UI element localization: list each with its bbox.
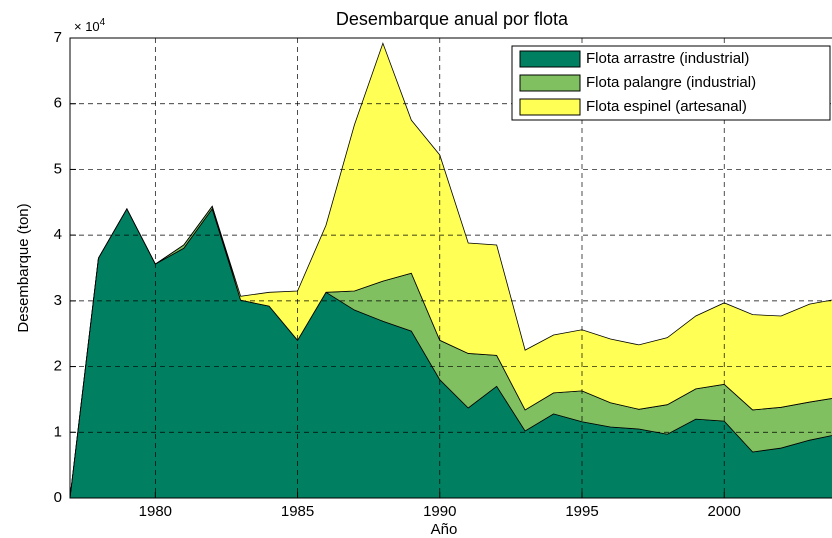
x-tick-label: 1985 bbox=[281, 503, 314, 520]
x-axis-label: Año bbox=[431, 521, 458, 538]
legend-swatch bbox=[519, 98, 581, 116]
x-tick-label: 2000 bbox=[708, 503, 741, 520]
y-tick-label: 0 bbox=[54, 489, 62, 506]
legend-label: Flota espinel (artesanal) bbox=[586, 98, 747, 115]
chart-title: Desembarque anual por flota bbox=[336, 9, 569, 29]
y-tick-label: 3 bbox=[54, 292, 62, 309]
y-multiplier-exp: 4 bbox=[100, 17, 106, 28]
area bbox=[69, 42, 832, 499]
y-tick-label: 6 bbox=[54, 95, 62, 112]
y-tick-label: 1 bbox=[54, 423, 62, 440]
axes: 0 1 2 3 4 5 6 7 1980 1985 1990 1995 2000 Flota arrast… bbox=[54, 29, 832, 520]
x-tick-label: 1980 bbox=[139, 503, 172, 520]
y-tick-label: 7 bbox=[54, 29, 62, 46]
y-axis-label: Desembarque (ton) bbox=[15, 203, 32, 332]
legend-swatch bbox=[519, 74, 581, 92]
legend-label: Flota arrastre (industrial) bbox=[586, 50, 749, 67]
y-tick-label: 4 bbox=[54, 226, 62, 243]
y-tick-label: 5 bbox=[54, 160, 62, 177]
y-multiplier: × 104 bbox=[74, 17, 106, 35]
legend-label: Flota palangre (industrial) bbox=[586, 74, 756, 91]
legend-swatch bbox=[519, 50, 581, 68]
legend: Flota arrastre (industrial) Flota palangr… bbox=[511, 45, 831, 121]
y-tick-label: 2 bbox=[54, 358, 62, 375]
x-tick-label: 1990 bbox=[423, 503, 456, 520]
x-tick-label: 1995 bbox=[565, 503, 598, 520]
plot-frame bbox=[69, 37, 832, 499]
y-multiplier-base: × 10 bbox=[74, 19, 100, 34]
